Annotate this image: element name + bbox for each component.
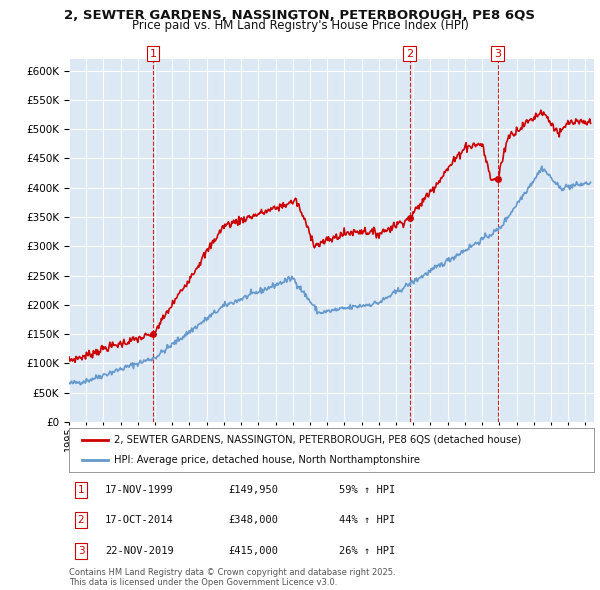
Text: 22-NOV-2019: 22-NOV-2019: [105, 546, 174, 556]
Text: Price paid vs. HM Land Registry's House Price Index (HPI): Price paid vs. HM Land Registry's House …: [131, 19, 469, 32]
Text: 3: 3: [77, 546, 85, 556]
Text: 59% ↑ HPI: 59% ↑ HPI: [339, 485, 395, 494]
Text: 44% ↑ HPI: 44% ↑ HPI: [339, 516, 395, 525]
Text: 2, SEWTER GARDENS, NASSINGTON, PETERBOROUGH, PE8 6QS: 2, SEWTER GARDENS, NASSINGTON, PETERBORO…: [65, 9, 536, 22]
Text: Contains HM Land Registry data © Crown copyright and database right 2025.
This d: Contains HM Land Registry data © Crown c…: [69, 568, 395, 587]
Text: 26% ↑ HPI: 26% ↑ HPI: [339, 546, 395, 556]
Text: 1: 1: [77, 485, 85, 494]
Text: £415,000: £415,000: [228, 546, 278, 556]
Text: 17-NOV-1999: 17-NOV-1999: [105, 485, 174, 494]
Text: 17-OCT-2014: 17-OCT-2014: [105, 516, 174, 525]
Text: £149,950: £149,950: [228, 485, 278, 494]
Text: £348,000: £348,000: [228, 516, 278, 525]
Text: HPI: Average price, detached house, North Northamptonshire: HPI: Average price, detached house, Nort…: [113, 455, 419, 465]
Text: 3: 3: [494, 48, 501, 58]
Text: 1: 1: [149, 48, 157, 58]
Text: 2, SEWTER GARDENS, NASSINGTON, PETERBOROUGH, PE8 6QS (detached house): 2, SEWTER GARDENS, NASSINGTON, PETERBORO…: [113, 435, 521, 445]
Text: 2: 2: [406, 48, 413, 58]
Text: 2: 2: [77, 516, 85, 525]
